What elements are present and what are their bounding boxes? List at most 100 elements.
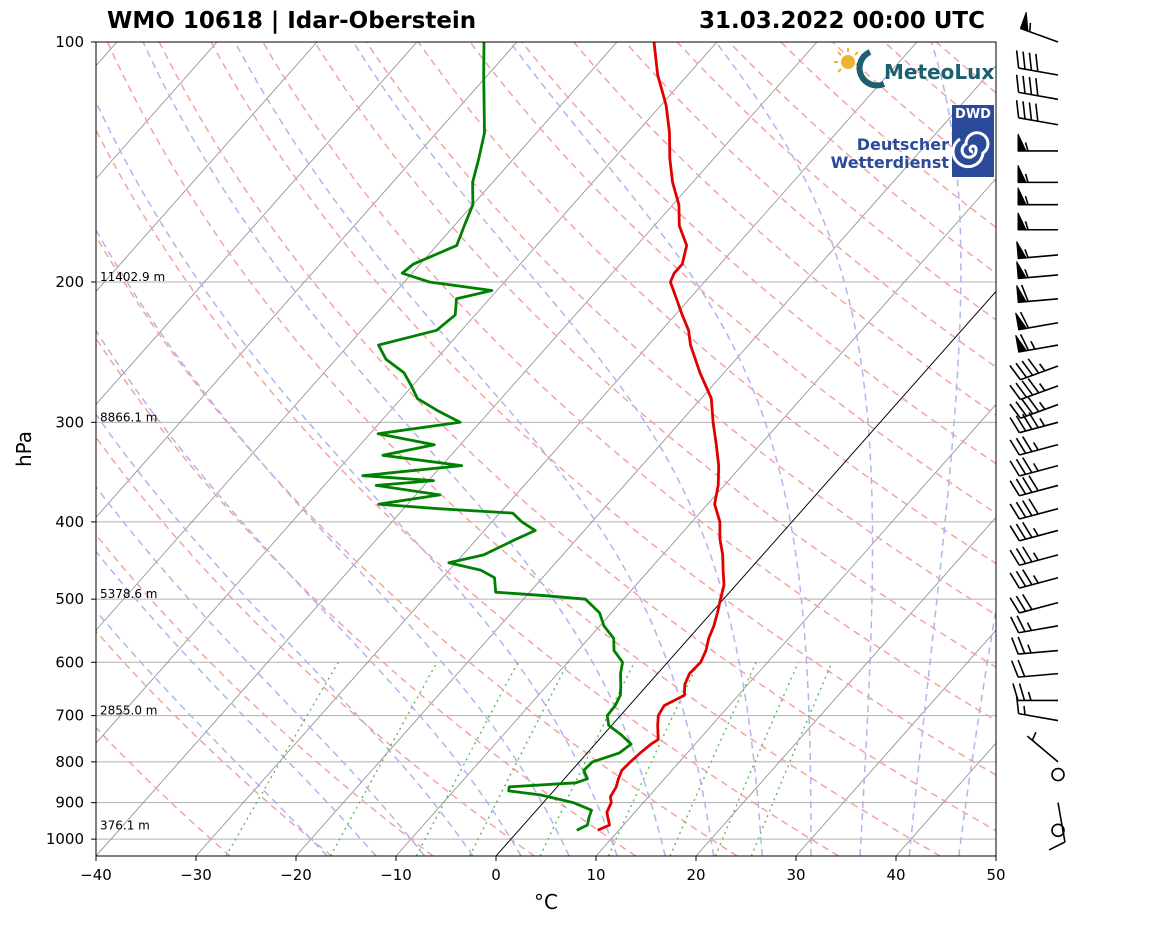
wind-barb <box>1017 165 1058 184</box>
barb-staff <box>1018 672 1059 678</box>
wind-barbs <box>1009 12 1066 851</box>
mixing-ratio-line <box>415 661 519 856</box>
moist-adiabat <box>352 42 763 856</box>
wind-barb <box>1009 569 1059 589</box>
moist-adiabat <box>715 42 874 856</box>
wind-barb <box>1009 412 1059 434</box>
barb-half-flag <box>1032 441 1039 451</box>
barb-flag <box>1009 460 1021 477</box>
temperature-profile <box>597 42 726 832</box>
dry-adiabat <box>521 42 996 465</box>
y-tick-label: 800 <box>55 753 84 771</box>
barb-staff <box>1057 802 1066 843</box>
barb-staff <box>1018 117 1059 126</box>
moist-adiabat <box>96 329 522 856</box>
wind-barb <box>1015 100 1059 126</box>
wind-barb <box>1016 261 1059 280</box>
barb-half-flag <box>1038 363 1046 372</box>
barb-half-flag <box>1032 552 1039 561</box>
barb-flag <box>1022 75 1026 94</box>
mixing-ratio-line <box>225 661 339 856</box>
barb-staff <box>1019 484 1059 497</box>
barb-flag <box>1015 382 1028 398</box>
dry-adiabat <box>96 128 839 856</box>
dry-adiabat <box>262 42 996 722</box>
dwd-logo: Deutscher Wetterdienst DWD <box>830 105 997 180</box>
wind-barb <box>1015 74 1059 101</box>
wind-barb <box>1009 521 1059 542</box>
plot-area <box>96 42 1160 856</box>
dry-adiabat <box>96 337 637 856</box>
barb-flag <box>1022 101 1026 120</box>
barb-flag <box>1015 548 1027 564</box>
barb-half-flag <box>1024 221 1029 230</box>
barb-flag <box>1009 525 1021 542</box>
barb-staff <box>1018 712 1059 722</box>
calm-circle <box>1051 823 1065 838</box>
barb-half-flag <box>1032 575 1039 584</box>
mixing-ratio-line <box>714 662 800 856</box>
chart-title-datetime: 31.03.2022 00:00 UTC <box>699 8 985 34</box>
isotherm-line <box>1096 42 1160 856</box>
barb-staff <box>1019 576 1059 589</box>
meteolux-wordmark: MeteoLux <box>884 60 995 84</box>
mixing-ratio-line <box>750 662 833 856</box>
x-tick-label: 0 <box>491 866 501 884</box>
moist-adiabat <box>96 413 474 856</box>
barb-flag <box>1022 476 1033 493</box>
barb-staff <box>1019 529 1059 542</box>
meteolux-logo: MeteoLux <box>832 46 997 92</box>
x-tick-label: 50 <box>986 866 1005 884</box>
barb-pennant <box>1016 241 1027 259</box>
mixing-ratio-line <box>607 662 699 856</box>
y-tick-label: 600 <box>55 653 84 671</box>
y-tick-label: 1000 <box>46 830 84 848</box>
barb-pennant <box>1017 187 1027 206</box>
height-label: 2855.0 m <box>100 704 158 718</box>
barb-staff <box>1018 67 1059 76</box>
dry-adiabat <box>469 42 996 515</box>
barb-half-flag <box>1024 249 1029 258</box>
dry-adiabat <box>106 42 941 856</box>
x-tick-label: −10 <box>380 866 412 884</box>
isotherm-line <box>195 42 918 856</box>
barb-flag <box>1021 380 1034 396</box>
wind-barb <box>1012 683 1058 702</box>
moist-adiabat <box>509 42 812 856</box>
moist-adiabat <box>142 42 667 856</box>
barb-staff <box>1020 365 1059 381</box>
barb-flag <box>1035 53 1039 72</box>
barb-flag <box>1022 546 1033 563</box>
isotherm-line <box>295 65 996 856</box>
moist-adiabat <box>96 228 570 856</box>
barb-flag <box>1048 841 1066 851</box>
x-tick-label: −30 <box>180 866 212 884</box>
barb-staff <box>1019 554 1059 567</box>
wind-barb <box>1009 594 1059 614</box>
wind-barb <box>1016 241 1059 260</box>
barb-flag <box>1009 384 1022 400</box>
wind-barb <box>1026 731 1059 763</box>
chart-title-station: WMO 10618 | Idar-Oberstein <box>107 8 477 34</box>
barb-pennant <box>1016 285 1027 303</box>
dwd-wordmark-line2: Wetterdienst <box>830 153 949 172</box>
barb-half-flag <box>1030 340 1036 350</box>
y-tick-label: 500 <box>55 590 84 608</box>
barb-flag <box>1020 284 1029 302</box>
barb-flag <box>1028 498 1039 515</box>
wind-barb <box>1010 636 1059 655</box>
dry-adiabat <box>158 42 996 832</box>
dwd-emblem: DWD <box>952 105 994 177</box>
wind-barb <box>1009 436 1059 456</box>
x-tick-label: −20 <box>280 866 312 884</box>
calm-circle <box>1051 767 1065 782</box>
dry-adiabat <box>96 436 535 856</box>
barb-flag <box>1015 501 1027 518</box>
barb-flag <box>1028 412 1039 429</box>
barb-half-flag <box>1024 142 1029 152</box>
isotherm-line <box>96 42 718 744</box>
barb-flag <box>1022 51 1026 70</box>
x-tick-label: 10 <box>586 866 605 884</box>
barb-half-flag <box>1027 691 1032 701</box>
dewpoint-profile <box>361 42 633 832</box>
